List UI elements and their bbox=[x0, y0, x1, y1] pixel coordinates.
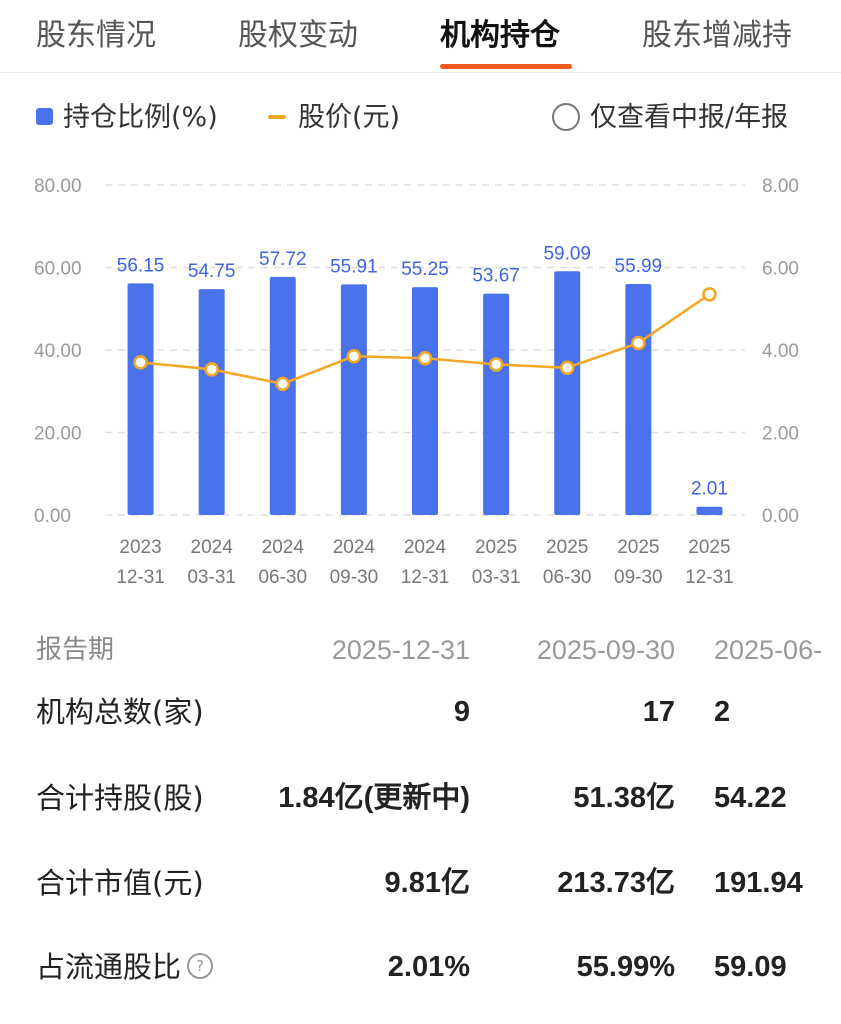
x-tick-label-date: 12-31 bbox=[401, 567, 450, 588]
bar bbox=[696, 506, 723, 515]
table-cell: 213.73亿 bbox=[557, 867, 675, 899]
table-cell: 51.38亿 bbox=[573, 782, 675, 814]
tab-equity-changes[interactable]: 股权变动 bbox=[238, 18, 358, 53]
x-tick-label-year: 2025 bbox=[475, 537, 517, 558]
report-filter-toggle[interactable]: 仅查看中报/年报 bbox=[552, 96, 788, 140]
bar bbox=[483, 293, 510, 515]
report-period-label: 报告期 bbox=[36, 635, 115, 665]
tab-shareholders[interactable]: 股东情况 bbox=[36, 18, 156, 53]
price-point bbox=[559, 360, 575, 375]
table-cell: 17 bbox=[642, 696, 675, 728]
legend-item-stock-price: 股价(元) bbox=[268, 96, 400, 140]
bar-value-label: 56.15 bbox=[117, 255, 165, 276]
price-point bbox=[631, 335, 646, 351]
bar bbox=[269, 276, 296, 515]
x-tick-label-year: 2024 bbox=[333, 537, 376, 558]
x-tick-label-date: 09-30 bbox=[614, 567, 663, 588]
x-tick-label-date: 06-30 bbox=[543, 567, 592, 588]
table-cell: 1.84亿(更新中) bbox=[278, 782, 470, 814]
x-tick-label-date: 06-30 bbox=[258, 567, 307, 588]
x-tick-label-year: 2025 bbox=[546, 537, 588, 558]
x-tick-label-date: 03-31 bbox=[187, 567, 236, 588]
price-point bbox=[133, 355, 148, 370]
table-cell: 9 bbox=[453, 696, 470, 728]
price-point bbox=[346, 348, 362, 364]
row-label-text: 占流通股比 bbox=[36, 950, 182, 984]
column-header[interactable]: 2025-09-30 bbox=[536, 635, 675, 665]
legend-item-holding-ratio: 持仓比例(%) bbox=[36, 96, 218, 140]
column-header[interactable]: 2025-12-31 bbox=[331, 635, 470, 665]
legend-label-stock-price: 股价(元) bbox=[298, 102, 401, 133]
bar bbox=[554, 271, 581, 515]
y-left-tick-label: 80.00 bbox=[34, 176, 82, 197]
x-tick-label-date: 12-31 bbox=[116, 567, 165, 588]
y-right-tick-label: 0.00 bbox=[762, 506, 799, 527]
y-left-tick-label: 60.00 bbox=[34, 259, 82, 280]
price-point bbox=[204, 362, 219, 377]
x-tick-label-year: 2023 bbox=[119, 537, 161, 558]
bar bbox=[127, 283, 154, 515]
radio-unchecked-icon[interactable] bbox=[552, 102, 580, 131]
bar-value-label: 55.99 bbox=[615, 256, 663, 277]
bar bbox=[412, 287, 438, 515]
bar-value-label: 55.91 bbox=[330, 256, 378, 277]
x-tick-label-date: 09-30 bbox=[330, 567, 379, 588]
table-cell: 54.22 bbox=[714, 782, 787, 814]
chart-legend: 持仓比例(%) 股价(元) 仅查看中报/年报 bbox=[0, 96, 841, 140]
x-tick-label-year: 2025 bbox=[688, 537, 730, 558]
table-cell: 191.94 bbox=[714, 867, 803, 899]
y-right-tick-label: 6.00 bbox=[762, 259, 799, 280]
bar bbox=[198, 289, 225, 515]
bar-value-label: 55.25 bbox=[401, 259, 449, 280]
x-tick-label-year: 2025 bbox=[617, 537, 659, 558]
table-header-row: 报告期 2025-12-31 2025-09-30 2025-06- bbox=[0, 620, 841, 680]
price-point bbox=[275, 376, 291, 392]
table-row-total-market-value: 合计市值(元) 9.81亿 213.73亿 191.94 bbox=[0, 853, 841, 913]
price-point bbox=[702, 287, 717, 302]
holdings-chart: 0.00 20.00 40.00 60.00 80.00 0.00 2.00 4.00 6.00… bbox=[34, 176, 799, 588]
x-tick-label-date: 03-31 bbox=[472, 567, 521, 588]
question-circle-icon[interactable]: ? bbox=[187, 953, 214, 979]
row-label: 机构总数(家) bbox=[36, 695, 204, 729]
active-tab-indicator bbox=[440, 64, 572, 69]
table-cell: 9.81亿 bbox=[384, 867, 470, 899]
y-left-tick-label: 20.00 bbox=[34, 424, 82, 445]
price-point bbox=[417, 351, 433, 366]
price-point bbox=[488, 357, 504, 372]
y-right-tick-label: 4.00 bbox=[762, 341, 799, 362]
x-tick-label-year: 2024 bbox=[191, 537, 234, 558]
row-label: 合计持股(股) bbox=[36, 781, 204, 815]
bar-value-label: 53.67 bbox=[472, 266, 520, 287]
table-cell: 2 bbox=[714, 696, 731, 728]
tab-shareholder-changes[interactable]: 股东增减持 bbox=[642, 18, 792, 53]
y-right-tick-label: 2.00 bbox=[762, 424, 799, 445]
table-row-institution-count: 机构总数(家) 9 17 2 bbox=[0, 682, 841, 742]
column-header[interactable]: 2025-06- bbox=[714, 635, 823, 665]
tab-institutional-holdings[interactable]: 机构持仓 bbox=[440, 18, 560, 53]
y-right-tick-label: 8.00 bbox=[762, 176, 799, 197]
y-left-tick-label: 0.00 bbox=[34, 506, 71, 527]
report-filter-label: 仅查看中报/年报 bbox=[590, 102, 789, 133]
table-cell: 2.01% bbox=[387, 951, 470, 983]
row-label: 占流通股比? bbox=[36, 937, 214, 997]
bar-value-label: 54.75 bbox=[188, 261, 236, 282]
row-label: 合计市值(元) bbox=[36, 866, 204, 900]
x-tick-label-year: 2024 bbox=[404, 537, 447, 558]
x-tick-label-date: 12-31 bbox=[685, 567, 734, 588]
table-cell: 59.09 bbox=[714, 951, 787, 983]
table-row-float-ratio: 占流通股比? 2.01% 55.99% 59.09 bbox=[0, 937, 841, 997]
bar bbox=[340, 284, 367, 515]
bar-value-label: 2.01 bbox=[691, 479, 728, 500]
tab-bar: 股东情况 股权变动 机构持仓 股东增减持 bbox=[0, 0, 841, 73]
legend-label-holding-ratio: 持仓比例(%) bbox=[63, 102, 218, 133]
table-cell: 55.99% bbox=[576, 951, 675, 983]
bar-swatch-icon bbox=[36, 108, 53, 125]
bar bbox=[625, 284, 652, 515]
line-swatch-icon bbox=[268, 114, 286, 119]
bar-value-label: 57.72 bbox=[259, 249, 307, 270]
x-tick-label-year: 2024 bbox=[262, 537, 305, 558]
bar-value-label: 59.09 bbox=[543, 243, 591, 264]
y-left-tick-label: 40.00 bbox=[34, 341, 82, 362]
table-row-total-shares: 合计持股(股) 1.84亿(更新中) 51.38亿 54.22 bbox=[0, 768, 841, 828]
